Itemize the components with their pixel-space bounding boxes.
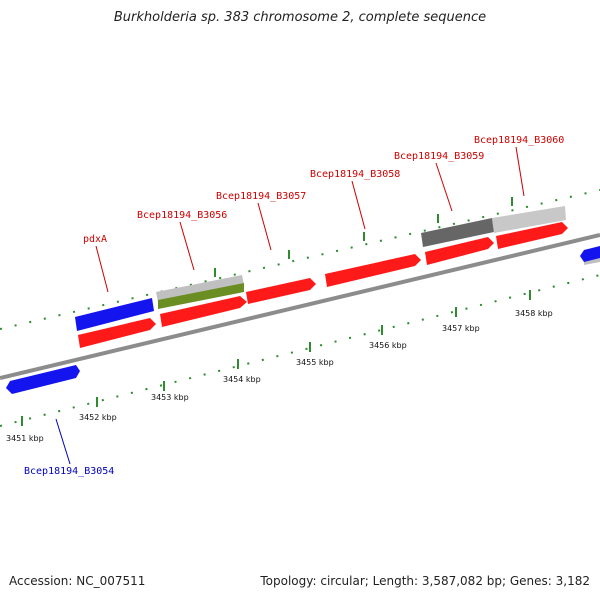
chromosome-backbone — [0, 233, 600, 380]
gene-arrow — [246, 278, 316, 304]
pseudo-genes — [156, 206, 600, 309]
reverse-genes — [6, 246, 600, 394]
gene-arrow — [496, 222, 568, 249]
gene-label-pdxa[interactable]: pdxA — [83, 234, 107, 245]
gene-arrow — [425, 237, 494, 265]
accession-text: Accession: NC_007511 — [9, 574, 146, 588]
scale-label: 3452 kbp — [79, 413, 117, 422]
gene-arrow — [6, 365, 80, 394]
lower-tick-row — [0, 274, 600, 427]
gene-label-b3056[interactable]: Bcep18194_B3056 — [137, 210, 227, 221]
gene-arrow — [75, 298, 154, 331]
scale-label: 3458 kbp — [515, 309, 553, 318]
gene-label-b3059[interactable]: Bcep18194_B3059 — [394, 151, 484, 162]
gene-arrow — [160, 296, 247, 327]
scale-label: 3457 kbp — [442, 324, 480, 333]
map-title: Burkholderia sp. 383 chromosome 2, compl… — [113, 10, 487, 25]
gene-arrow — [580, 246, 600, 262]
forward-genes — [78, 222, 568, 348]
scale-label: 3455 kbp — [296, 358, 334, 367]
scale-label: 3456 kbp — [369, 341, 407, 350]
gene-arrow — [78, 318, 156, 348]
topology-text: Topology: circular; Length: 3,587,082 bp… — [260, 574, 590, 588]
gene-label-b3058[interactable]: Bcep18194_B3058 — [310, 169, 400, 180]
gene-arrow — [325, 254, 421, 287]
gene-label-b3060[interactable]: Bcep18194_B3060 — [474, 135, 564, 146]
gene-label-b3054[interactable]: Bcep18194_B3054 — [24, 466, 114, 477]
scale-label: 3451 kbp — [6, 434, 44, 443]
scale-label: 3454 kbp — [223, 375, 261, 384]
major-ticks — [21, 197, 531, 426]
leader-lines — [55, 146, 525, 465]
gene-label-b3057[interactable]: Bcep18194_B3057 — [216, 191, 306, 202]
scale-label: 3453 kbp — [151, 393, 189, 402]
